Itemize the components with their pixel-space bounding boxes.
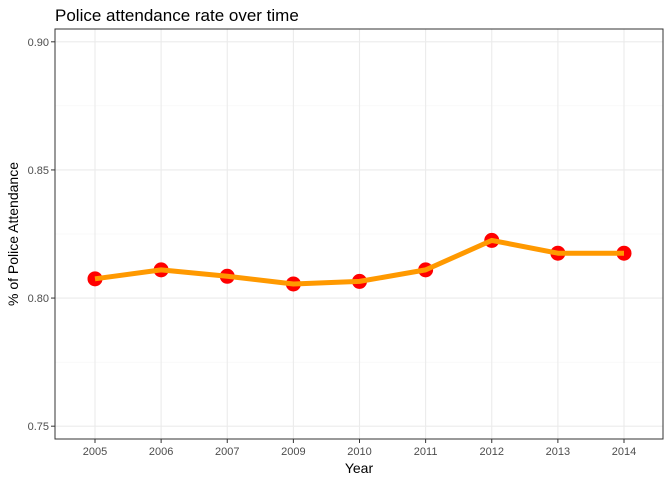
x-axis-label: Year	[345, 460, 374, 476]
y-tick-label: 0.80	[28, 293, 49, 305]
grid	[55, 29, 663, 439]
x-tick-label: 2010	[347, 446, 371, 458]
y-tick-label: 0.75	[28, 421, 49, 433]
x-tick-label: 2006	[149, 446, 173, 458]
series-line	[94, 237, 624, 287]
x-tick-label: 2009	[281, 446, 305, 458]
data-point	[87, 271, 103, 287]
x-tick-label: 2012	[480, 446, 504, 458]
x-tick-label: 2011	[414, 446, 438, 458]
series-layer	[87, 232, 632, 292]
x-tick-label: 2014	[612, 446, 636, 458]
chart-title: Police attendance rate over time	[55, 6, 299, 25]
y-tick-label: 0.90	[28, 37, 49, 49]
x-tick-label: 2005	[83, 446, 107, 458]
y-axis-label: % of Police Attendance	[5, 162, 21, 306]
axes: 0.75 0.80 0.85 0.90 2005 2006 2007 2009 2010 2011…	[28, 37, 637, 458]
x-tick-label: 2013	[546, 446, 570, 458]
x-tick-label: 2007	[215, 446, 239, 458]
y-tick-label: 0.85	[28, 165, 49, 177]
